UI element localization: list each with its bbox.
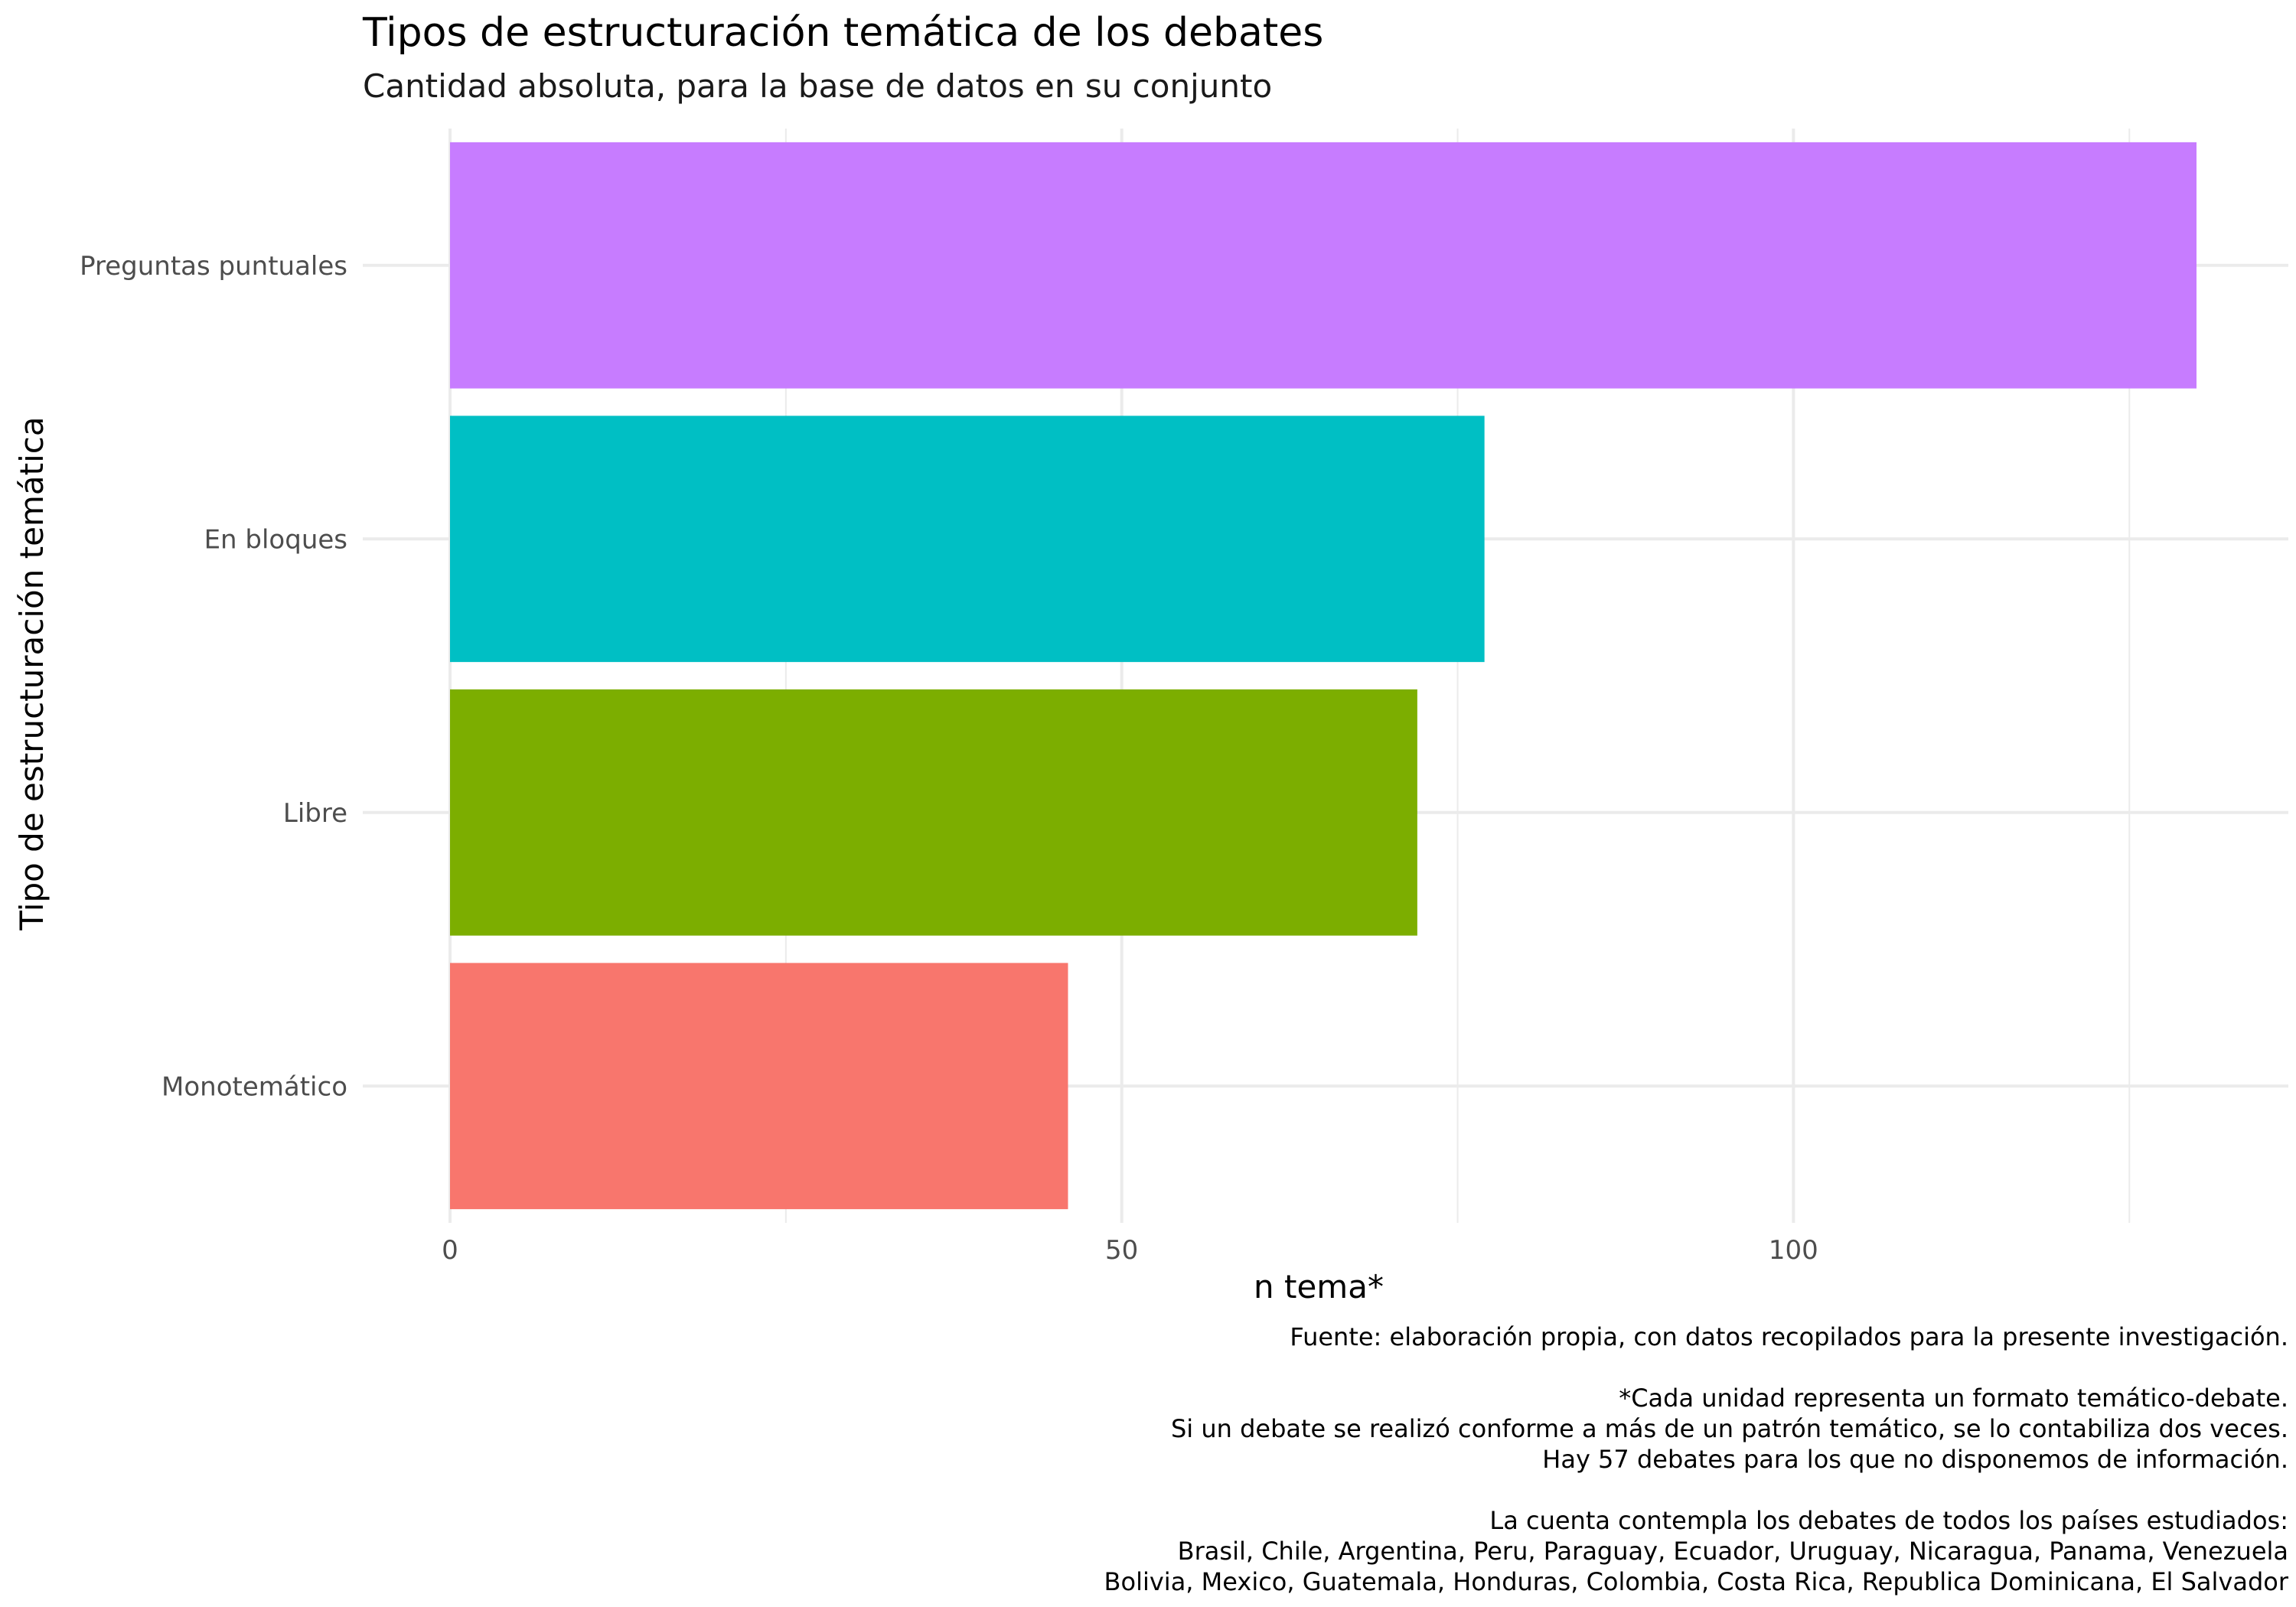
y-axis-title: Tipo de estructuración temática bbox=[13, 416, 51, 931]
x-tick-label: 0 bbox=[442, 1235, 458, 1266]
caption-line: *Cada unidad representa un formato temát… bbox=[1619, 1384, 2288, 1413]
caption-line: Fuente: elaboración propia, con datos re… bbox=[1290, 1322, 2288, 1351]
caption-line: Brasil, Chile, Argentina, Peru, Paraguay… bbox=[1178, 1537, 2288, 1566]
chart-title: Tipos de estructuración temática de los … bbox=[362, 10, 1323, 56]
y-tick-label: Monotemático bbox=[161, 1071, 347, 1102]
y-tick-label: Preguntas puntuales bbox=[80, 251, 347, 282]
chart-subtitle: Cantidad absoluta, para la base de datos… bbox=[363, 67, 1272, 105]
x-tick-label: 100 bbox=[1769, 1235, 1818, 1266]
x-axis-title: n tema* bbox=[1254, 1268, 1384, 1305]
bar bbox=[450, 963, 1068, 1210]
y-tick-label: En bloques bbox=[204, 524, 347, 555]
y-tick-label: Libre bbox=[283, 798, 347, 829]
caption-line: Si un debate se realizó conforme a más d… bbox=[1171, 1414, 2288, 1443]
caption-line: La cuenta contempla los debates de todos… bbox=[1489, 1506, 2288, 1535]
x-tick-labels: 0 50 100 bbox=[442, 1235, 1818, 1266]
caption-line: Bolivia, Mexico, Guatemala, Honduras, Co… bbox=[1104, 1567, 2289, 1596]
y-tick-labels: Preguntas puntuales En bloques Libre Monote… bbox=[80, 251, 347, 1103]
caption: Fuente: elaboración propia, con datos re… bbox=[1104, 1322, 2289, 1596]
bars bbox=[450, 142, 2197, 1210]
bar bbox=[450, 689, 1417, 936]
bar bbox=[450, 142, 2197, 389]
bar bbox=[450, 416, 1485, 663]
x-tick-label: 50 bbox=[1105, 1235, 1138, 1266]
caption-line: Hay 57 debates para los que no disponemo… bbox=[1542, 1445, 2288, 1474]
